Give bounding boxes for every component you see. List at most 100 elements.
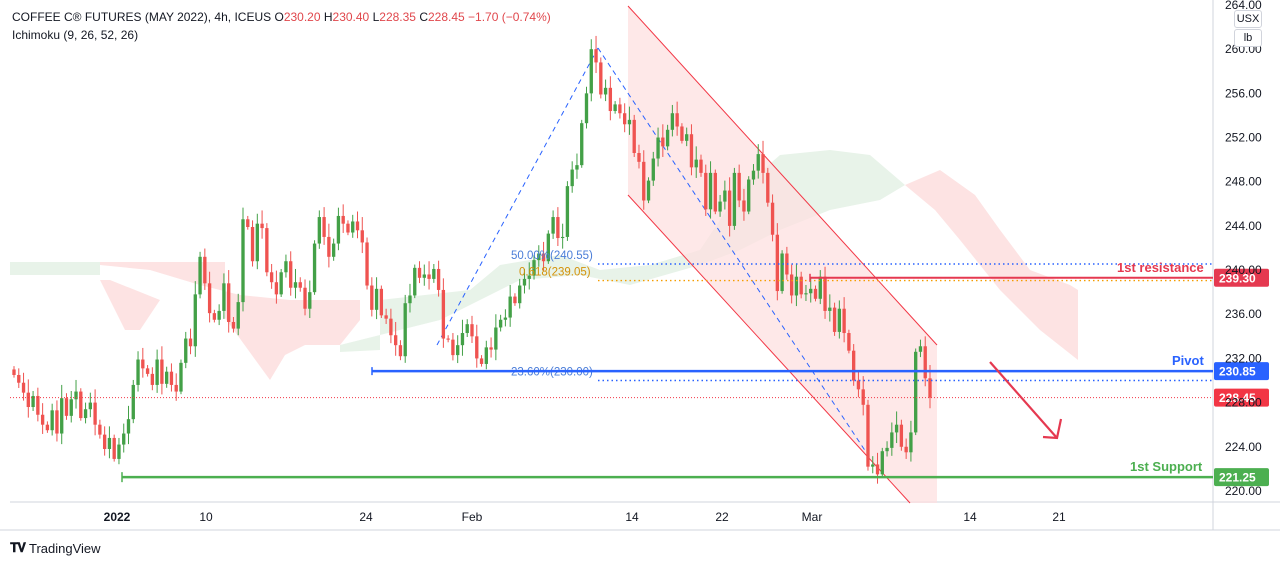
- candle: [179, 359, 183, 395]
- candle: [837, 300, 842, 339]
- candle: [365, 237, 369, 290]
- candle-body: [861, 389, 865, 405]
- candle: [98, 419, 102, 439]
- candle-body: [451, 339, 455, 356]
- candle: [775, 223, 780, 301]
- y-tick-label: 236.00: [1225, 307, 1262, 321]
- cloud-bear-2: [100, 280, 160, 330]
- candle-body: [465, 324, 469, 334]
- candle: [770, 194, 775, 242]
- candle-body: [393, 335, 398, 346]
- y-tick-label: 240.00: [1225, 263, 1262, 277]
- candle-body: [899, 424, 904, 447]
- candle-body: [718, 201, 722, 212]
- tradingview-logo[interactable]: 𝐓𝐕 TradingView: [10, 540, 101, 556]
- candle-body: [179, 362, 183, 392]
- level-label-pivot: Pivot: [1172, 353, 1204, 368]
- candle-body: [427, 274, 431, 279]
- candle-body: [556, 217, 560, 239]
- candle: [74, 379, 78, 409]
- candle-body: [117, 444, 121, 459]
- candle: [293, 268, 298, 299]
- candle-body: [489, 347, 493, 350]
- price-tag-bg: [1214, 268, 1269, 287]
- candle: [227, 270, 231, 333]
- candle: [236, 293, 240, 336]
- candle: [346, 220, 350, 236]
- indicator-label[interactable]: Ichimoku (9, 26, 52, 26): [12, 28, 139, 42]
- candle-body: [575, 165, 579, 170]
- candle-body: [88, 402, 93, 410]
- candle-body: [150, 373, 155, 385]
- candle: [355, 211, 360, 239]
- candle-body: [551, 217, 555, 234]
- candle: [360, 217, 364, 254]
- candle-body: [370, 285, 374, 310]
- candle: [246, 215, 250, 230]
- candle: [12, 366, 16, 378]
- candle: [861, 376, 865, 416]
- candle-body: [26, 392, 30, 408]
- candle: [21, 372, 26, 401]
- candle: [847, 329, 851, 354]
- candle-body: [236, 302, 240, 329]
- candle-body: [661, 137, 665, 147]
- arrow-shaft: [989, 361, 1058, 439]
- candle-body: [851, 350, 856, 381]
- candle-body: [708, 172, 713, 210]
- candle: [584, 86, 589, 129]
- candle: [36, 387, 40, 422]
- candle: [17, 368, 21, 389]
- candle-body: [503, 317, 508, 320]
- candle-body: [675, 113, 679, 127]
- candle-body: [188, 338, 193, 347]
- candle: [351, 214, 355, 238]
- candle-body: [145, 368, 150, 374]
- candle-body: [303, 287, 307, 309]
- candle: [489, 337, 493, 358]
- candle: [107, 426, 112, 459]
- candle: [780, 250, 784, 294]
- candle: [804, 284, 808, 301]
- candle: [675, 101, 679, 136]
- candle: [260, 210, 264, 239]
- candle-body: [231, 321, 236, 329]
- candle: [718, 194, 722, 217]
- candle: [890, 422, 894, 456]
- candle: [637, 144, 641, 169]
- candle-body: [742, 200, 746, 212]
- candle: [83, 402, 88, 424]
- candle-body: [914, 351, 918, 433]
- candle: [155, 349, 159, 393]
- candle-body: [737, 172, 741, 201]
- candle: [813, 285, 818, 302]
- candle-body: [222, 283, 226, 311]
- currency-button[interactable]: USX: [1234, 10, 1262, 28]
- candle-body: [255, 223, 259, 262]
- candle-body: [169, 371, 174, 385]
- candle-body: [308, 292, 312, 309]
- candle: [785, 246, 789, 280]
- candle-body: [856, 380, 861, 390]
- candle: [727, 177, 732, 237]
- candle-body: [689, 134, 694, 168]
- candle-body: [265, 228, 269, 273]
- candle: [766, 167, 770, 207]
- candle-body: [83, 409, 88, 419]
- candle-body: [694, 159, 698, 168]
- candle-body: [260, 223, 264, 229]
- unit-button[interactable]: lb: [1234, 29, 1262, 47]
- candle-body: [560, 236, 565, 239]
- candle-body: [713, 172, 717, 212]
- channel-lower-line: [627, 194, 911, 504]
- high-label: H: [323, 10, 333, 24]
- candle-body: [518, 285, 522, 304]
- candle-body: [351, 221, 355, 233]
- candle: [918, 339, 923, 358]
- candle-body: [398, 345, 403, 357]
- candle: [761, 140, 765, 184]
- candle: [680, 123, 684, 144]
- candle-body: [513, 296, 517, 304]
- candle-body: [603, 87, 608, 95]
